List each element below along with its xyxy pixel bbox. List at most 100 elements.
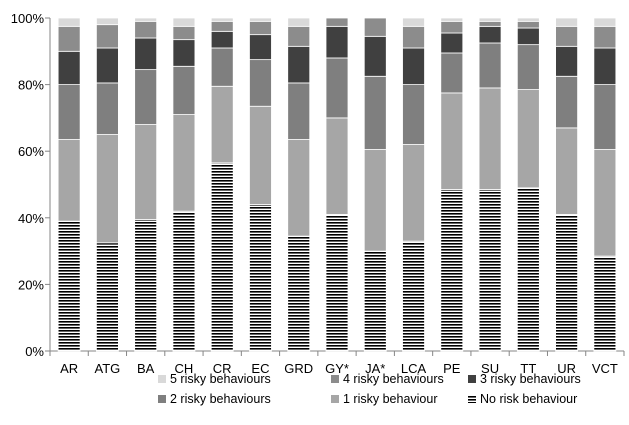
bar-segment — [57, 17, 81, 27]
bar-stack — [134, 17, 158, 352]
bar-segment — [440, 189, 464, 352]
bar-segment — [478, 25, 502, 44]
bar-segment — [134, 219, 158, 352]
bar-segment — [402, 144, 425, 242]
bar-segment — [402, 17, 425, 27]
bar-segment — [134, 37, 158, 71]
bar-segment — [402, 84, 425, 145]
x-tick-label: SU — [481, 361, 499, 376]
bar-segment — [57, 50, 81, 85]
bar-segment — [325, 117, 349, 215]
legend-item: 5 risky behaviours — [158, 372, 271, 386]
bar-segment — [210, 30, 234, 49]
bar-segment — [555, 127, 578, 215]
bar-segment — [363, 75, 387, 150]
bars — [57, 17, 617, 352]
bar-segment — [593, 84, 617, 150]
bar-segment — [57, 84, 81, 140]
bar-segment — [516, 187, 540, 352]
bar-segment — [172, 25, 196, 41]
bar-segment — [96, 82, 119, 135]
bar-stack — [555, 17, 578, 352]
legend: 5 risky behaviours 4 risky behaviours 3 ri… — [158, 372, 581, 406]
y-tick-label: 80% — [18, 78, 44, 93]
x-tick-label: AR — [60, 361, 78, 376]
bar-stack — [363, 17, 387, 352]
bar-segment — [325, 25, 349, 59]
bar-segment — [440, 52, 464, 94]
x-tick-label: CR — [213, 361, 232, 376]
bar-segment — [440, 32, 464, 54]
bar-segment — [593, 149, 617, 257]
legend-label: 1 risky behaviour — [343, 392, 438, 406]
bar-segment — [172, 39, 196, 67]
bar-segment — [440, 17, 464, 22]
bar-stack — [402, 17, 425, 352]
bar-segment — [555, 214, 578, 352]
legend-swatch — [331, 375, 339, 383]
y-tick-label: 0% — [25, 344, 44, 359]
x-tick-label: LCA — [401, 361, 427, 376]
bar-segment — [287, 25, 311, 47]
bar-segment — [249, 34, 272, 61]
bar-segment — [96, 47, 119, 84]
bar-stack — [210, 17, 234, 352]
bar-stack — [96, 17, 119, 352]
legend-item: 1 risky behaviour — [331, 392, 438, 406]
bar-segment — [287, 17, 311, 27]
bar-segment — [516, 27, 540, 46]
bar-segment — [555, 25, 578, 47]
x-tick-label: PE — [443, 361, 461, 376]
bar-segment — [210, 47, 234, 87]
bar-segment — [287, 235, 311, 352]
bar-segment — [210, 85, 234, 164]
legend-item: 3 risky behaviours — [468, 372, 581, 386]
bar-segment — [478, 20, 502, 27]
bar-segment — [287, 139, 311, 237]
bar-segment — [402, 240, 425, 352]
bar-segment — [516, 44, 540, 90]
bar-segment — [555, 17, 578, 27]
bar-segment — [478, 189, 502, 352]
x-tick-label: BA — [137, 361, 155, 376]
legend-label: 2 risky behaviours — [170, 392, 271, 406]
x-tick-label: UR — [557, 361, 576, 376]
bar-segment — [325, 214, 349, 352]
bar-segment — [593, 255, 617, 352]
bar-segment — [593, 25, 617, 49]
bar-segment — [440, 92, 464, 190]
bar-segment — [249, 59, 272, 107]
bar-segment — [134, 124, 158, 220]
bar-segment — [363, 17, 387, 37]
x-tick-label: EC — [251, 361, 269, 376]
legend-label: 5 risky behaviours — [170, 372, 271, 386]
bar-segment — [516, 20, 540, 29]
y-axis-tick-labels: 0% 20% 40% 60% 80% 100% — [11, 11, 45, 359]
bar-segment — [134, 69, 158, 125]
x-tick-label: VCT — [592, 361, 618, 376]
bar-segment — [363, 149, 387, 252]
x-axis-tick-labels: AR ATG BA CH CR EC GRD GY* JA* LCA PE SU TT UR VCT — [60, 361, 618, 376]
legend-swatch — [158, 375, 166, 383]
legend-swatch — [158, 395, 166, 403]
x-tick-label: ATG — [95, 361, 121, 376]
bar-segment — [57, 220, 81, 352]
legend-item: 2 risky behaviours — [158, 392, 271, 406]
bar-segment — [287, 82, 311, 140]
bar-segment — [210, 17, 234, 22]
legend-swatch — [468, 375, 476, 383]
bar-segment — [249, 105, 272, 205]
bar-stack — [287, 17, 311, 352]
legend-label: 3 risky behaviours — [480, 372, 581, 386]
bar-segment — [96, 134, 119, 244]
bar-segment — [402, 25, 425, 49]
bar-segment — [363, 35, 387, 77]
bar-segment — [555, 45, 578, 77]
bar-segment — [134, 17, 158, 22]
bar-segment — [172, 114, 196, 212]
bar-segment — [516, 17, 540, 22]
bar-segment — [172, 210, 196, 352]
bar-segment — [57, 139, 81, 222]
bar-segment — [516, 89, 540, 189]
